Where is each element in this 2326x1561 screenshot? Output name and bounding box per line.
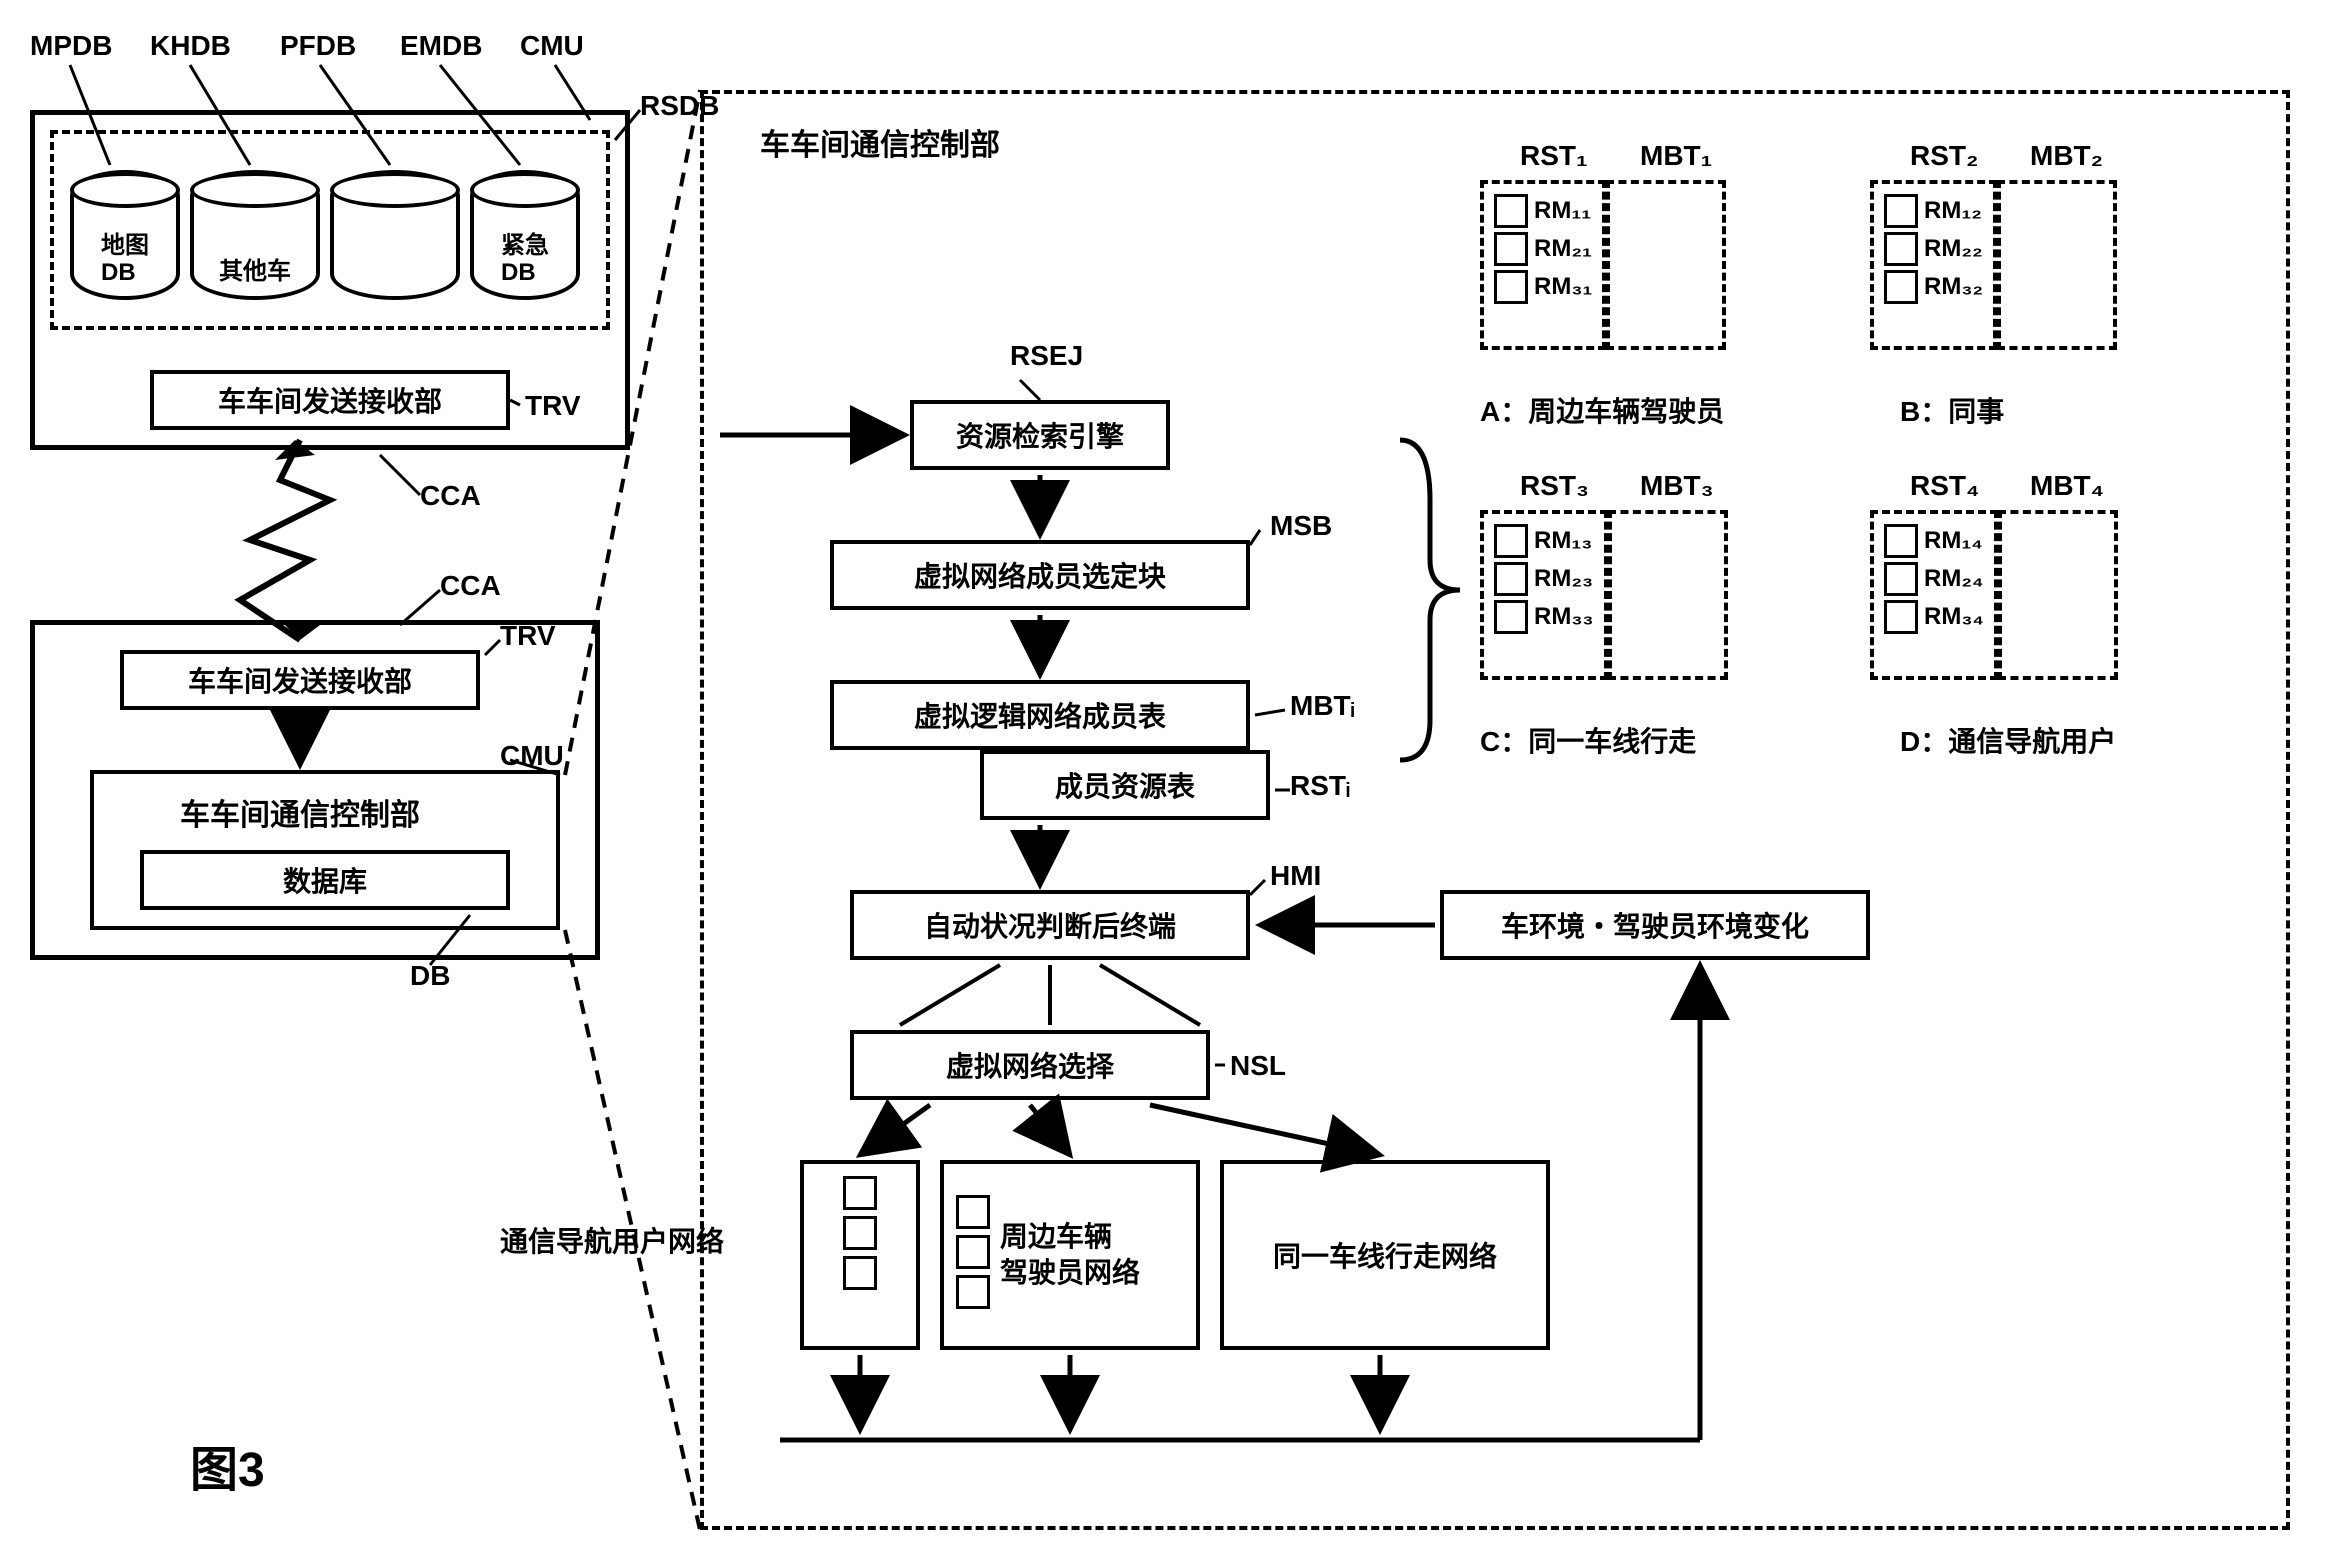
mbti-box: 虚拟逻辑网络成员表 xyxy=(830,680,1250,750)
sq xyxy=(956,1195,990,1229)
msb-text: 虚拟网络成员选定块 xyxy=(914,555,1166,595)
mbti-label: MBTᵢ xyxy=(1290,690,1355,722)
nsl-text: 虚拟网络选择 xyxy=(946,1045,1114,1085)
hmi-label: HMI xyxy=(1270,860,1321,892)
rm22: RM₂₂ xyxy=(1924,235,1983,263)
hmi-text: 自动状况判断后终端 xyxy=(924,905,1176,945)
mbt2-label: MBT₂ xyxy=(2030,140,2103,172)
sq xyxy=(956,1275,990,1309)
label-khdb: KHDB xyxy=(150,30,231,62)
rm11: RM₁₁ xyxy=(1534,197,1591,225)
mbt1-label: MBT₁ xyxy=(1640,140,1712,172)
rm23: RM₂₃ xyxy=(1534,565,1593,593)
mbti-text: 虚拟逻辑网络成员表 xyxy=(914,695,1166,735)
sq xyxy=(843,1176,877,1210)
trv2-label: TRV xyxy=(500,620,556,652)
same-lane-text: 同一车线行走网络 xyxy=(1273,1235,1497,1275)
rm32: RM₃₂ xyxy=(1924,273,1983,301)
hmi-box: 自动状况判断后终端 xyxy=(850,890,1250,960)
msb-box: 虚拟网络成员选定块 xyxy=(830,540,1250,610)
db-emerg-text: 紧急 DB xyxy=(501,233,549,286)
trv1-text: 车车间发送接收部 xyxy=(218,380,442,420)
db-map-text: 地图 DB xyxy=(101,233,149,286)
rm31: RM₃₁ xyxy=(1534,273,1592,301)
rsej-box: 资源检索引擎 xyxy=(910,400,1170,470)
db2-box: 数据库 xyxy=(140,850,510,910)
caption-a: A：周边车辆驾驶员 xyxy=(1480,390,1724,430)
cmu2-text: 车车间通信控制部 xyxy=(180,790,420,834)
net-box-2: 周边车辆 驾驶员网络 xyxy=(940,1160,1200,1350)
rsej-text: 资源检索引擎 xyxy=(956,415,1124,455)
db-map: 地图 DB xyxy=(70,170,180,300)
label-cmu: CMU xyxy=(520,30,584,62)
db2-label: DB xyxy=(410,960,450,992)
rst-group-3: RST₃ MBT₃ RM₁₃ RM₂₃ RM₃₃ xyxy=(1480,480,1728,680)
db-other-text: 其他车 xyxy=(219,251,291,286)
caption-d: D：通信导航用户 xyxy=(1900,720,2116,760)
label-pfdb: PFDB xyxy=(280,30,356,62)
rm13: RM₁₃ xyxy=(1534,527,1592,555)
label-emdb: EMDB xyxy=(400,30,482,62)
rst-group-2: RST₂ MBT₂ RM₁₂ RM₂₂ RM₃₂ xyxy=(1870,150,2117,350)
db-blank xyxy=(330,170,460,300)
rst1-label: RST₁ xyxy=(1520,140,1588,172)
trv2-text: 车车间发送接收部 xyxy=(188,660,412,700)
figure-label: 图3 xyxy=(190,1430,265,1500)
net-box-3: 同一车线行走网络 xyxy=(1220,1160,1550,1350)
rm12: RM₁₂ xyxy=(1924,197,1982,225)
cca2-label: CCA xyxy=(440,570,501,602)
rsti-label: RSTᵢ xyxy=(1290,770,1350,802)
nav-user-label: 通信导航用户网络 xyxy=(500,1220,780,1260)
caption-b: B：同事 xyxy=(1900,390,2004,430)
main-title: 车车间通信控制部 xyxy=(760,120,1000,164)
rst-group-1: RST₁ MBT₁ RM₁₁ RM₂₁ RM₃₁ xyxy=(1480,150,1726,350)
rst4-label: RST₄ xyxy=(1910,470,1979,502)
mbt3-label: MBT₃ xyxy=(1640,470,1714,502)
periph-text: 周边车辆 驾驶员网络 xyxy=(1000,1219,1140,1292)
trv1-label: TRV xyxy=(525,390,581,422)
rsti-text: 成员资源表 xyxy=(1055,765,1195,805)
db-other: 其他车 xyxy=(190,170,320,300)
rst-group-4: RST₄ MBT₄ RM₁₄ RM₂₄ RM₃₄ xyxy=(1870,480,2118,680)
rsti-box: 成员资源表 xyxy=(980,750,1270,820)
trv1-box: 车车间发送接收部 xyxy=(150,370,510,430)
sq xyxy=(843,1256,877,1290)
cca1-label: CCA xyxy=(420,480,481,512)
mbt4-label: MBT₄ xyxy=(2030,470,2104,502)
env-box: 车环境・驾驶员环境变化 xyxy=(1440,890,1870,960)
rst2-label: RST₂ xyxy=(1910,140,1978,172)
msb-label: MSB xyxy=(1270,510,1332,542)
trv2-box: 车车间发送接收部 xyxy=(120,650,480,710)
rm14: RM₁₄ xyxy=(1924,527,1983,555)
db-emerg: 紧急 DB xyxy=(470,170,580,300)
rm21: RM₂₁ xyxy=(1534,235,1592,263)
env-text: 车环境・驾驶员环境变化 xyxy=(1501,905,1809,945)
sq xyxy=(843,1216,877,1250)
rm33: RM₃₃ xyxy=(1534,603,1594,631)
nsl-label: NSL xyxy=(1230,1050,1286,1082)
label-mpdb: MPDB xyxy=(30,30,112,62)
cmu2-label: CMU xyxy=(500,740,564,772)
rsej-label: RSEJ xyxy=(1010,340,1083,372)
sq xyxy=(956,1235,990,1269)
caption-c: C：同一车线行走 xyxy=(1480,720,1696,760)
rm34: RM₃₄ xyxy=(1924,603,1984,631)
rm24: RM₂₄ xyxy=(1924,565,1983,593)
db2-text: 数据库 xyxy=(283,860,367,900)
rst3-label: RST₃ xyxy=(1520,470,1589,502)
net-box-1 xyxy=(800,1160,920,1350)
nsl-box: 虚拟网络选择 xyxy=(850,1030,1210,1100)
